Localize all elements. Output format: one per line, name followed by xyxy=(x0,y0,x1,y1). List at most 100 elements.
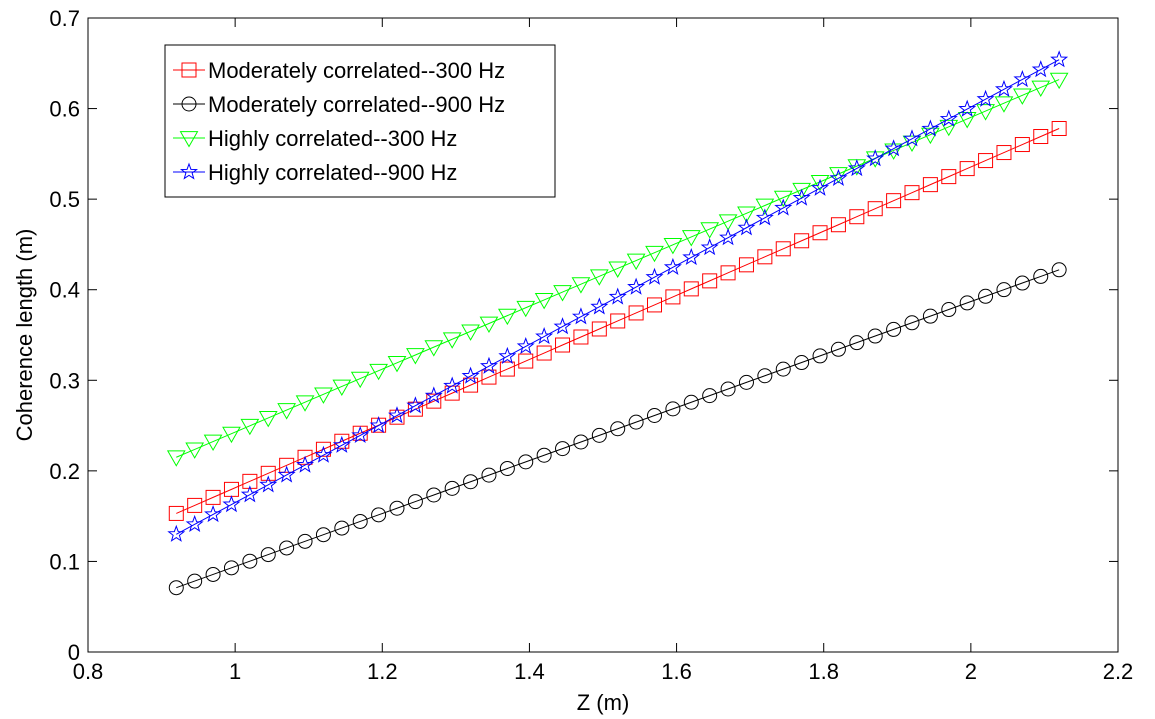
data-point xyxy=(812,225,828,241)
data-point xyxy=(518,454,534,470)
data-point xyxy=(314,387,333,404)
data-point xyxy=(426,487,442,503)
data-point xyxy=(479,316,499,334)
data-point xyxy=(884,139,903,157)
data-point xyxy=(1051,262,1067,278)
data-point xyxy=(812,348,828,364)
data-point xyxy=(939,119,959,137)
data-point xyxy=(499,361,515,377)
data-point xyxy=(571,307,590,325)
data-point xyxy=(1031,80,1051,97)
data-point xyxy=(1012,88,1032,105)
data-point xyxy=(389,500,405,516)
data-point xyxy=(424,386,443,404)
data-point xyxy=(553,285,572,302)
data-point xyxy=(203,434,223,452)
data-point xyxy=(407,494,423,510)
data-point xyxy=(665,401,681,417)
y-tick-label: 0.6 xyxy=(49,97,80,122)
data-point xyxy=(205,489,221,505)
x-tick-label: 1 xyxy=(229,659,241,684)
y-axis-label: Coherence length (m) xyxy=(12,229,37,442)
y-tick-label: 0.5 xyxy=(49,187,80,212)
data-point xyxy=(663,237,683,255)
data-point xyxy=(461,366,480,384)
data-point xyxy=(295,395,315,412)
legend: Moderately correlated--300 Hz Moderately … xyxy=(164,44,556,198)
data-point xyxy=(921,119,940,137)
y-tick-label: 0.4 xyxy=(49,278,80,303)
data-point xyxy=(720,265,736,281)
series-layer xyxy=(166,50,1069,596)
data-point xyxy=(886,321,902,337)
series-line xyxy=(176,128,1060,514)
data-point xyxy=(830,217,846,233)
data-point xyxy=(610,421,626,437)
y-tick-label: 0.2 xyxy=(49,459,80,484)
x-tick-label: 2.2 xyxy=(1103,659,1134,684)
data-point xyxy=(904,185,920,201)
data-point xyxy=(258,411,278,428)
data-point xyxy=(775,241,791,257)
data-point xyxy=(426,393,442,409)
data-point xyxy=(332,435,351,453)
x-tick-label: 2 xyxy=(965,659,977,684)
data-point xyxy=(240,485,259,503)
x-tick-label: 0.8 xyxy=(73,659,104,684)
data-point xyxy=(958,99,977,117)
data-point xyxy=(555,337,571,353)
data-point xyxy=(700,222,720,239)
data-point xyxy=(647,297,662,313)
data-point xyxy=(371,507,387,523)
data-point xyxy=(976,89,995,107)
data-point xyxy=(720,381,736,397)
data-point xyxy=(1033,268,1049,284)
data-point xyxy=(443,376,462,394)
data-point xyxy=(645,267,664,285)
data-point xyxy=(536,345,552,361)
data-point xyxy=(222,426,241,444)
data-point xyxy=(829,167,848,184)
data-point xyxy=(1033,129,1049,145)
data-point xyxy=(555,441,571,457)
data-point xyxy=(350,371,370,389)
legend-box xyxy=(164,44,556,198)
data-point xyxy=(681,230,701,247)
data-point xyxy=(757,368,773,384)
data-point xyxy=(738,374,754,390)
data-point xyxy=(334,520,350,536)
legend-marker xyxy=(179,131,199,148)
data-point xyxy=(811,178,830,196)
data-point xyxy=(553,317,572,335)
data-point xyxy=(315,527,331,543)
data-point xyxy=(647,407,662,423)
data-point xyxy=(608,261,628,278)
data-point xyxy=(830,341,846,357)
data-point xyxy=(941,302,957,318)
data-point xyxy=(996,282,1012,298)
data-point xyxy=(627,277,646,295)
data-point xyxy=(773,190,793,208)
data-point xyxy=(755,198,775,215)
data-point xyxy=(259,475,278,493)
data-point xyxy=(387,355,407,373)
data-point xyxy=(536,447,552,463)
data-point xyxy=(626,253,646,271)
data-point xyxy=(481,467,497,483)
data-point xyxy=(332,379,352,396)
data-point xyxy=(810,175,830,192)
data-point xyxy=(166,450,186,467)
data-point xyxy=(406,396,425,414)
data-point xyxy=(406,348,425,365)
data-point xyxy=(700,238,719,256)
data-point xyxy=(516,336,535,355)
data-point xyxy=(242,553,258,569)
data-point xyxy=(976,104,995,121)
data-point xyxy=(665,289,681,305)
data-point xyxy=(978,288,994,304)
data-point xyxy=(867,201,883,217)
data-point xyxy=(628,414,644,430)
series-line xyxy=(176,59,1060,535)
x-tick-label: 1.6 xyxy=(661,659,692,684)
legend-entry-label: Highly correlated--900 Hz xyxy=(208,160,457,185)
